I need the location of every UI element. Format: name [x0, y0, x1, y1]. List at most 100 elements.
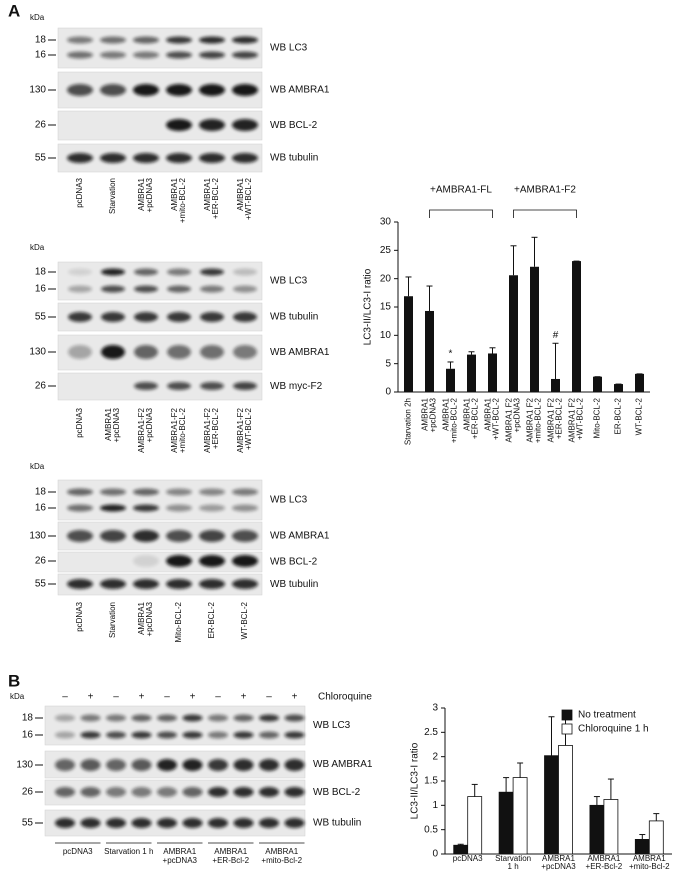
kda-marker: 18: [35, 267, 47, 278]
band: [200, 345, 224, 359]
bracket: [429, 209, 493, 218]
lane-label: +pcDNA3: [429, 397, 438, 432]
band: [106, 731, 126, 739]
blot-strip: [57, 372, 263, 401]
blot-strip: [57, 110, 263, 141]
group-label: Starvation 1 h: [104, 847, 153, 856]
significance-mark: *: [449, 349, 453, 360]
band: [199, 36, 225, 44]
band: [157, 818, 177, 828]
band: [233, 285, 257, 293]
y-tick-label: 0: [385, 387, 391, 398]
band: [233, 382, 257, 390]
band: [134, 382, 158, 390]
band: [166, 579, 192, 589]
band: [232, 530, 258, 542]
blot-strip: [57, 479, 263, 521]
y-tick-label: 0: [432, 849, 438, 860]
band: [232, 84, 258, 96]
band: [166, 36, 192, 44]
band: [232, 51, 258, 59]
band: [182, 787, 203, 797]
band: [233, 312, 257, 322]
band: [233, 759, 254, 771]
band: [166, 119, 192, 131]
bar: [509, 275, 518, 392]
bracket-label: +AMBRA1-F2: [514, 185, 576, 196]
legend-label: No treatment: [578, 710, 636, 721]
row-label: WB LC3: [313, 720, 351, 731]
kda-label: kDa: [30, 13, 45, 22]
kda-marker: 130: [16, 760, 33, 771]
lane-label: +mito-BCL-2: [534, 397, 543, 443]
row-label: WB tubulin: [270, 312, 318, 323]
band: [100, 84, 126, 96]
lane-label: AMBRA1-F2: [170, 407, 179, 452]
band: [131, 731, 152, 739]
lane-label: AMBRA1: [203, 177, 212, 210]
band: [232, 504, 258, 512]
lane-label: Starvation 2h: [404, 398, 413, 445]
band: [55, 759, 75, 771]
bar: [648, 820, 664, 855]
treatment-sign: +: [139, 692, 145, 703]
kda-marker: 26: [22, 787, 34, 798]
y-tick-label: 1.5: [424, 776, 438, 787]
group-label: AMBRA1: [214, 847, 247, 856]
lane-label: +WT-BCL-2: [244, 177, 253, 220]
row-label: WB BCL-2: [313, 787, 361, 798]
lane-label: +mito-BCL-2: [450, 397, 459, 443]
band: [167, 268, 191, 276]
bar: [551, 378, 560, 392]
legend-swatch: [561, 723, 573, 735]
y-tick-label: 3: [432, 703, 438, 714]
lane-label: AMBRA1: [137, 601, 146, 634]
y-tick-label: 30: [380, 217, 392, 228]
kda-marker: 130: [29, 531, 46, 542]
band: [233, 818, 254, 828]
lane-label: AMBRA1-F2: [236, 407, 245, 452]
treatment-sign: +: [190, 692, 196, 703]
x-tick-label: pcDNA3: [453, 854, 483, 863]
band: [200, 268, 224, 276]
band: [133, 555, 159, 567]
y-tick-label: 5: [385, 358, 391, 369]
lane-label: AMBRA1: [137, 177, 146, 210]
band: [131, 787, 152, 797]
band: [134, 345, 158, 359]
band: [100, 36, 126, 44]
band: [259, 731, 279, 739]
kda-marker: 26: [35, 120, 47, 131]
band: [67, 504, 93, 512]
row-label: WB tubulin: [270, 153, 318, 164]
band: [68, 285, 92, 293]
lane-label: AMBRA1: [170, 177, 179, 210]
bar: [498, 791, 514, 855]
band: [157, 714, 177, 722]
y-axis-label: LC3-II/LC3-I ratio: [410, 742, 421, 819]
bar: [572, 261, 581, 392]
band: [55, 731, 75, 739]
treatment-sign: +: [292, 692, 298, 703]
band: [232, 488, 258, 496]
band: [208, 714, 228, 722]
lane-label: ER-BCL-2: [207, 601, 216, 638]
band: [233, 787, 254, 797]
row-label: WB AMBRA1: [270, 347, 330, 358]
blot-strip: [57, 27, 263, 69]
band: [259, 759, 279, 771]
band: [200, 312, 224, 322]
bar: [512, 777, 528, 855]
lane-label: +ER-BCL-2: [555, 397, 564, 439]
row-label: WB AMBRA1: [270, 531, 330, 542]
band: [157, 731, 177, 739]
band: [157, 787, 177, 797]
band: [133, 504, 159, 512]
x-tick-label: +mito-Bcl-2: [629, 862, 670, 871]
band: [200, 285, 224, 293]
kda-label: kDa: [10, 692, 25, 701]
band: [259, 818, 279, 828]
lane-label: ER-BCL-2: [614, 397, 623, 434]
lane-label: Mito-BCL-2: [593, 397, 602, 438]
